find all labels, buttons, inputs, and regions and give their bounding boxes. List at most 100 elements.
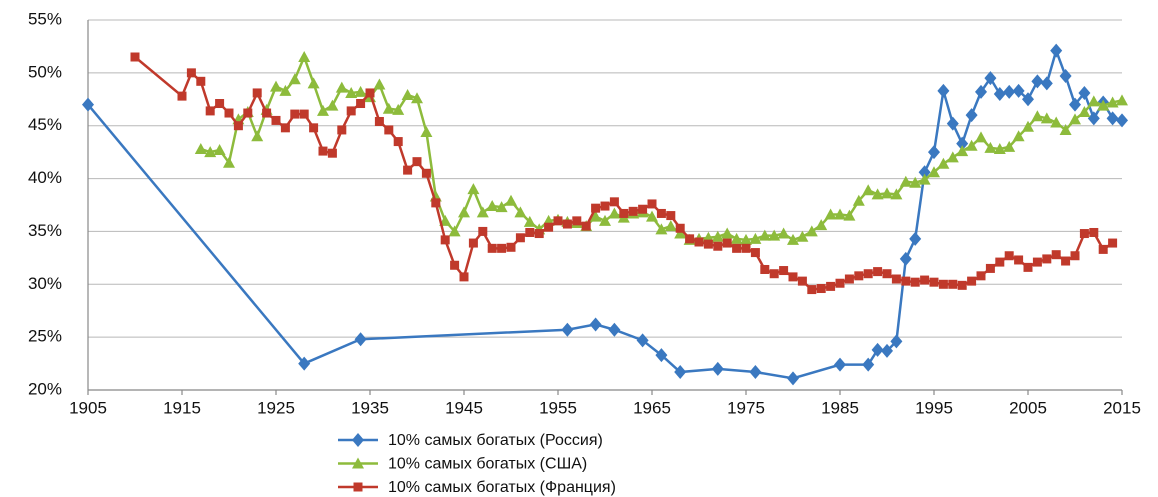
marker: [805, 225, 818, 237]
marker: [871, 342, 884, 357]
marker: [760, 264, 770, 274]
series: [82, 43, 1128, 386]
marker: [506, 242, 516, 252]
x-tick-label: 1945: [445, 398, 483, 417]
marker: [655, 348, 668, 363]
marker: [440, 235, 450, 245]
marker: [515, 233, 525, 243]
marker: [824, 208, 837, 220]
marker: [505, 194, 517, 206]
marker: [826, 281, 836, 291]
marker: [1116, 113, 1128, 128]
marker: [674, 227, 687, 239]
marker: [957, 280, 967, 290]
marker: [899, 251, 912, 266]
marker: [403, 165, 413, 175]
marker: [928, 166, 940, 178]
x-tick-label: 1935: [351, 398, 389, 417]
marker: [882, 269, 892, 279]
marker: [270, 80, 282, 92]
marker: [769, 269, 779, 279]
marker: [345, 86, 358, 98]
marker: [711, 230, 724, 242]
marker: [891, 274, 901, 284]
marker: [852, 194, 865, 206]
marker: [553, 216, 563, 226]
marker: [946, 151, 959, 163]
marker: [1098, 244, 1108, 254]
marker: [1023, 262, 1033, 272]
legend-label: 10% самых богатых (Франция): [388, 479, 616, 496]
marker: [844, 274, 854, 284]
marker: [638, 204, 648, 214]
marker: [749, 232, 762, 244]
marker: [356, 99, 366, 109]
marker: [420, 126, 433, 138]
marker: [1003, 84, 1016, 99]
x-tick-label: 1965: [633, 398, 671, 417]
marker: [335, 81, 348, 93]
marker: [82, 97, 94, 112]
marker: [196, 76, 206, 86]
legend-label: 10% самых богатых (США): [388, 456, 587, 473]
marker: [929, 277, 939, 287]
marker: [1042, 254, 1052, 264]
marker: [938, 279, 948, 289]
x-tick-label: 1985: [821, 398, 859, 417]
marker: [787, 371, 799, 386]
marker: [1040, 112, 1053, 124]
marker: [1078, 105, 1091, 117]
marker: [279, 84, 292, 96]
marker: [534, 229, 544, 239]
series: [130, 52, 1118, 295]
marker: [1031, 74, 1044, 89]
marker: [863, 269, 873, 279]
marker: [1051, 250, 1061, 260]
marker: [937, 83, 950, 98]
legend-marker: [352, 433, 364, 447]
marker: [309, 123, 319, 133]
series: [194, 51, 1128, 245]
marker: [204, 146, 217, 158]
marker: [1040, 76, 1053, 91]
marker: [354, 332, 367, 347]
marker: [401, 89, 414, 101]
marker: [1079, 229, 1089, 239]
marker: [619, 208, 629, 218]
marker: [382, 102, 395, 114]
marker: [1012, 83, 1025, 98]
marker: [271, 115, 281, 125]
marker: [816, 284, 826, 294]
marker: [288, 73, 301, 85]
y-tick-label: 30%: [28, 274, 62, 293]
marker: [1004, 251, 1014, 261]
marker: [1012, 130, 1025, 142]
marker: [346, 106, 356, 116]
marker: [779, 266, 789, 276]
marker: [835, 278, 845, 288]
marker: [636, 333, 649, 348]
marker: [721, 227, 734, 239]
marker: [478, 226, 488, 236]
marker: [881, 343, 893, 358]
marker: [1116, 94, 1128, 106]
marker: [450, 260, 460, 270]
marker: [591, 203, 601, 213]
marker: [956, 136, 969, 151]
legend-marker: [353, 482, 363, 492]
marker: [326, 99, 339, 111]
marker: [703, 239, 713, 249]
marker: [928, 145, 940, 160]
marker: [514, 206, 527, 218]
marker: [317, 104, 329, 116]
marker: [1069, 97, 1081, 112]
marker: [487, 243, 497, 253]
y-tick-label: 40%: [28, 168, 62, 187]
marker: [1089, 227, 1099, 237]
marker: [298, 51, 311, 62]
marker: [1059, 123, 1072, 135]
marker: [525, 227, 535, 237]
marker: [956, 145, 969, 157]
marker: [299, 109, 309, 119]
marker: [365, 88, 375, 98]
